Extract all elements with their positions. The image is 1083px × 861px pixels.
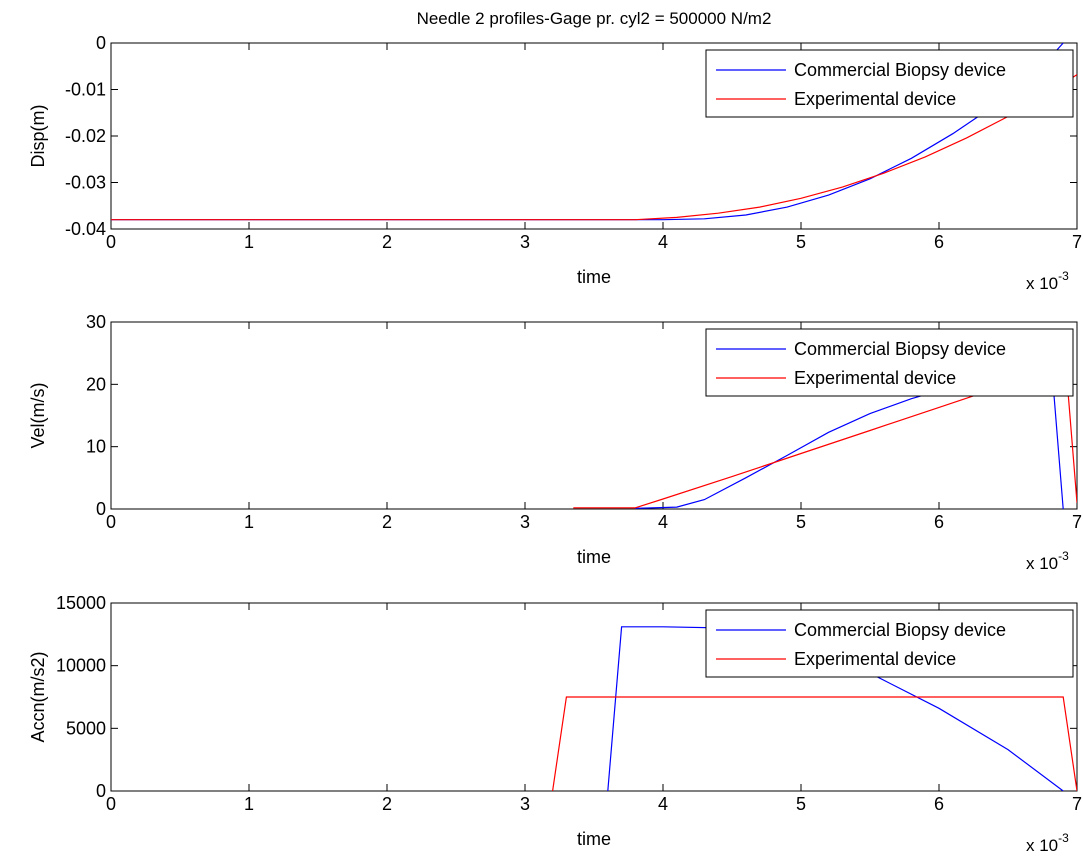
y-tick-label: 10 — [86, 437, 106, 457]
legend-box — [705, 609, 1074, 678]
y-tick-label: 5000 — [66, 718, 106, 738]
x-tick-label: 3 — [520, 232, 530, 252]
x-tick-label: 4 — [658, 512, 668, 532]
legend-label: Commercial Biopsy device — [794, 60, 1006, 80]
x-tick-label: 0 — [106, 512, 116, 532]
y-tick-label: 15000 — [56, 593, 106, 613]
x-axis-label: time — [577, 547, 611, 567]
x-tick-label: 7 — [1072, 232, 1082, 252]
legend-label: Commercial Biopsy device — [794, 339, 1006, 359]
x-tick-label: 0 — [106, 232, 116, 252]
x-axis-label: time — [577, 829, 611, 849]
legend-label: Experimental device — [794, 368, 956, 388]
y-axis-label: Disp(m) — [28, 105, 48, 168]
legend-box — [705, 328, 1074, 397]
x-tick-label: 2 — [382, 232, 392, 252]
y-axis-label: Vel(m/s) — [28, 382, 48, 448]
subplot-3: 0 1 2 3 4 5 6 7 0 5000 10000 15000 time Accn(m/s2) x 1… — [28, 593, 1082, 855]
y-axis-label: Accn(m/s2) — [28, 651, 48, 742]
x-exponent: -3 — [1058, 831, 1069, 845]
series-line-experimental — [552, 696, 1077, 791]
y-tick-label: -0.03 — [65, 173, 106, 193]
x-exponent: -3 — [1058, 269, 1069, 283]
subplot-2: 0 1 2 3 4 5 6 7 0 10 20 30 time Vel(m/s) x 10-3 Commerc… — [28, 312, 1082, 573]
x-tick-label: 7 — [1072, 512, 1082, 532]
x-axis-label: time — [577, 267, 611, 287]
x-tick-label: 5 — [796, 512, 806, 532]
x-exponent-label: x 10-3 — [1026, 549, 1069, 573]
x-exponent-label: x 10-3 — [1026, 831, 1069, 855]
legend: Commercial Biopsy device Experimental dev… — [705, 609, 1074, 678]
x-tick-label: 3 — [520, 512, 530, 532]
x-tick-label: 4 — [658, 232, 668, 252]
chart-title: Needle 2 profiles-Gage pr. cyl2 = 500000… — [417, 9, 772, 28]
legend: Commercial Biopsy device Experimental dev… — [705, 328, 1074, 397]
series-line-experimental — [111, 74, 1077, 221]
y-tick-label: 0 — [96, 781, 106, 801]
x-tick-label: 5 — [796, 232, 806, 252]
subplot-1: 0 1 2 3 4 5 6 7 -0.04 -0.03 -0.02 -0.01 0 time Disp(m)… — [28, 33, 1082, 293]
x-tick-label: 3 — [520, 794, 530, 814]
x-multiplier: x 10 — [1026, 836, 1058, 855]
y-tick-label: 10000 — [56, 656, 106, 676]
y-tick-label: 30 — [86, 312, 106, 332]
legend-box — [705, 49, 1074, 118]
x-tick-label: 6 — [934, 512, 944, 532]
y-tick-label: -0.02 — [65, 126, 106, 146]
x-exponent: -3 — [1058, 549, 1069, 563]
x-tick-label: 2 — [382, 794, 392, 814]
legend-label: Experimental device — [794, 89, 956, 109]
x-tick-label: 5 — [796, 794, 806, 814]
x-tick-label: 2 — [382, 512, 392, 532]
x-tick-label: 4 — [658, 794, 668, 814]
x-tick-label: 1 — [244, 794, 254, 814]
x-multiplier: x 10 — [1026, 554, 1058, 573]
x-exponent-label: x 10-3 — [1026, 269, 1069, 293]
x-tick-label: 6 — [934, 232, 944, 252]
x-tick-label: 6 — [934, 794, 944, 814]
y-tick-label: 20 — [86, 374, 106, 394]
y-tick-label: 0 — [96, 33, 106, 53]
y-tick-label: 0 — [96, 499, 106, 519]
x-tick-label: 7 — [1072, 794, 1082, 814]
x-tick-label: 1 — [244, 512, 254, 532]
x-multiplier: x 10 — [1026, 274, 1058, 293]
x-tick-label: 1 — [244, 232, 254, 252]
legend: Commercial Biopsy device Experimental dev… — [705, 49, 1074, 118]
legend-label: Experimental device — [794, 649, 956, 669]
legend-label: Commercial Biopsy device — [794, 620, 1006, 640]
y-tick-label: -0.04 — [65, 219, 106, 239]
y-tick-label: -0.01 — [65, 80, 106, 100]
x-tick-label: 0 — [106, 794, 116, 814]
